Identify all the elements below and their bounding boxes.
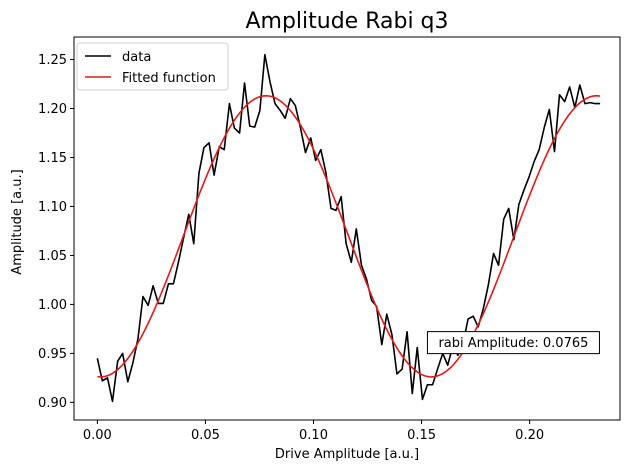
plot-area [73,36,621,421]
y-tick-label: 0.95 [38,347,67,362]
y-tick-label: 1.25 [38,53,67,68]
y-tick-label: 1.20 [38,102,67,117]
series-fit-line [97,94,601,378]
annotation-frame [426,331,600,355]
y-tick-label: 1.00 [38,298,67,313]
x-tick-label: 0.00 [83,428,112,443]
x-axis-label: Drive Amplitude [a.u.] [275,447,419,462]
x-tick-label: 0.20 [515,428,544,443]
y-tick-label: 1.05 [38,249,67,264]
y-tick-label: 1.10 [38,200,67,215]
legend-label-fit: Fitted function [122,71,216,86]
x-tick-label: 0.10 [299,428,328,443]
rabi-amplitude-annotation: rabi Amplitude: 0.0765 [426,331,600,355]
y-tick-label: 0.90 [38,396,67,411]
axes-frame [73,36,621,421]
legend-label-data: data [122,50,151,65]
x-axis: 0.00 0.05 0.10 0.15 0.20 [83,420,544,443]
y-axis: 0.90 0.95 1.00 1.05 1.10 1.15 1.20 1.25 [38,53,74,411]
y-axis-label: Amplitude [a.u.] [10,169,25,274]
y-tick-label: 1.15 [38,151,67,166]
legend: data Fitted function [76,42,229,91]
annotation-text: rabi Amplitude: 0.0765 [438,336,588,351]
x-tick-label: 0.05 [191,428,220,443]
series-data-line [96,53,601,403]
chart-title: Amplitude Rabi q3 [245,9,448,34]
x-tick-label: 0.15 [407,428,436,443]
legend-frame [76,42,229,91]
